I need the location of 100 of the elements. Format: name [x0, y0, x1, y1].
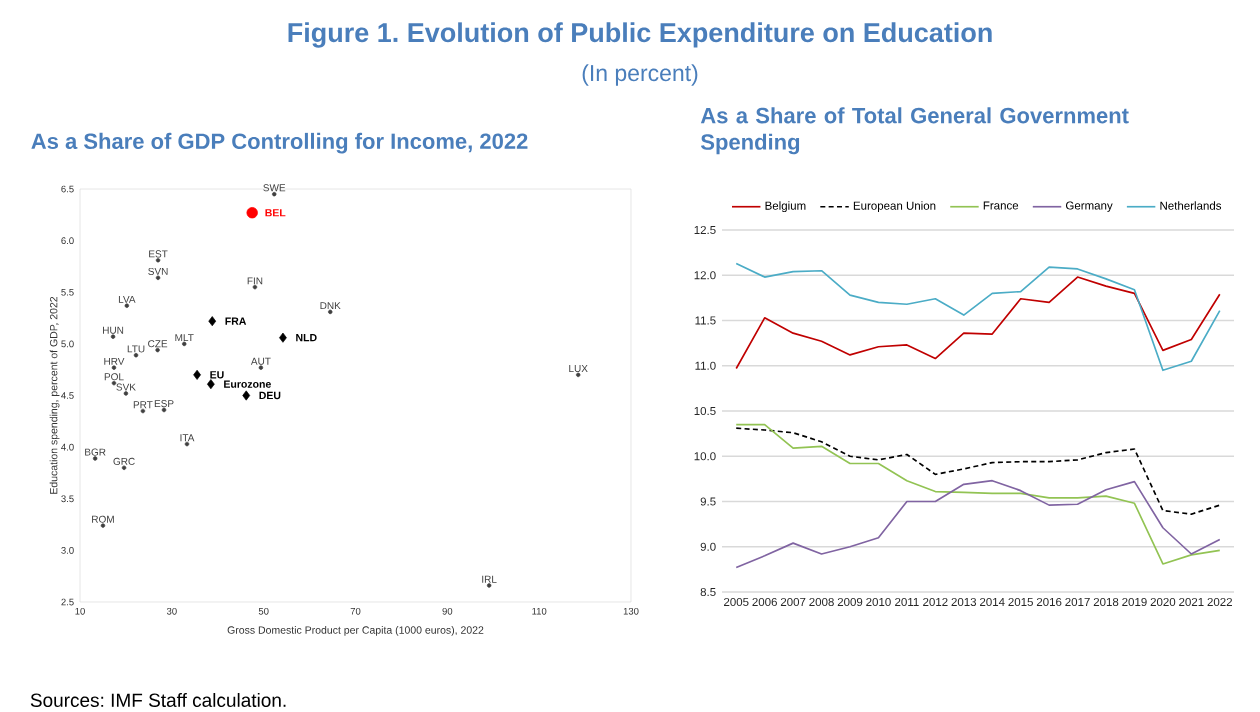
data-label: HRV: [104, 357, 125, 365]
y-tick-label: 3.0: [61, 547, 74, 554]
data-label: HUN: [103, 326, 124, 334]
x-tick-label: 10: [75, 607, 85, 615]
data-label: FIN: [247, 277, 263, 285]
text: Figure 1. Evolution of Public Expenditure on Education: [288, 22, 992, 48]
x-tick-label: 2005: [724, 597, 749, 607]
y-tick-label: 11.0: [695, 361, 716, 370]
y-tick-label: 11.5: [695, 316, 716, 325]
data-label: ITA: [180, 434, 195, 442]
data-label: MLT: [175, 334, 194, 342]
point: [111, 365, 117, 370]
y-tick-label: 9.0: [700, 542, 716, 551]
x-tick-label: 2007: [780, 597, 806, 607]
x-tick-label: 30: [166, 607, 177, 615]
data-label: CZE: [148, 340, 168, 348]
point: [124, 303, 130, 308]
x-tick-label: 110: [532, 607, 547, 615]
y-tick-label: 12.5: [694, 225, 716, 235]
series-label: FRA: [225, 317, 247, 325]
x-tick-label: 2016: [1036, 597, 1062, 607]
line-series: [735, 479, 1221, 569]
point: [328, 309, 333, 315]
x-tick-label: 70: [350, 607, 361, 615]
y-tick-label: 4.5: [61, 392, 74, 399]
y-tick-label: 10.0: [694, 452, 716, 461]
point: [121, 465, 127, 470]
data-label: GRC: [113, 457, 135, 465]
point: [242, 390, 251, 401]
point: [92, 456, 98, 461]
data-label: ROM: [92, 515, 114, 523]
x-tick-label: 2014: [980, 597, 1005, 607]
text: (In percent): [582, 64, 698, 86]
y-tick-label: 4.0: [61, 443, 74, 451]
source-note: Sources: IMF Staff calculation.: [30, 693, 286, 707]
y-tick-label: 3.5: [61, 495, 74, 503]
data-label: DNK: [320, 302, 341, 310]
x-tick-label: 2006: [752, 597, 777, 607]
x-tick-label: 2008: [809, 597, 834, 607]
y-tick-label: 5.5: [61, 288, 74, 296]
point: [155, 275, 161, 281]
data-label: POL: [104, 373, 124, 381]
x-tick-label: 2022: [1207, 597, 1232, 607]
y-tick-label: 8.5: [700, 587, 716, 597]
data-label: SWE: [263, 184, 286, 192]
data-label: SVK: [116, 383, 136, 391]
x-tick-label: 2013: [951, 597, 977, 607]
data-label: SVN: [148, 267, 168, 275]
data-label: LUX: [569, 365, 588, 373]
series-label: DEU: [259, 391, 281, 400]
line-series: [735, 423, 1221, 565]
legend-label: Germany: [1066, 201, 1113, 212]
line-series: [735, 427, 1221, 516]
x-axis-title: Gross Domestic Product per Capita (1000 euros), 2022: [227, 626, 484, 636]
x-tick-label: 2009: [837, 597, 863, 607]
x-tick-label: 2015: [1008, 597, 1033, 607]
point: [575, 372, 581, 378]
series-label: BEL: [265, 209, 286, 217]
point: [182, 341, 187, 347]
legend-label: France: [983, 201, 1019, 210]
series-label: NLD: [296, 334, 317, 342]
y-axis-title: Education spending, percent of GDP, 2022: [49, 296, 60, 494]
y-tick-label: 6.0: [61, 237, 74, 245]
point: [123, 391, 129, 396]
data-label: EST: [149, 250, 168, 258]
series-label: EU: [210, 371, 224, 379]
x-tick-label: 2020: [1150, 597, 1176, 607]
y-tick-label: 6.5: [61, 185, 74, 193]
series-label: Eurozone: [224, 380, 271, 388]
chart-title: As a Share of GDP Controlling for Income, 2022: [31, 132, 528, 154]
x-tick-label: 130: [623, 607, 639, 615]
data-label: PRT: [133, 401, 153, 409]
point: [207, 379, 215, 390]
legend-label: European Union: [853, 201, 936, 213]
x-tick-label: 50: [258, 607, 269, 615]
x-tick-label: 2017: [1065, 597, 1090, 607]
x-tick-label: 2018: [1093, 597, 1119, 607]
data-label: AUT: [250, 357, 271, 365]
x-tick-label: 2011: [895, 597, 919, 607]
point: [193, 369, 201, 380]
x-tick-label: 2019: [1122, 597, 1147, 607]
point: [279, 332, 287, 343]
data-label: LTU: [127, 345, 145, 353]
data-label: ESP: [154, 400, 174, 408]
x-tick-label: 2010: [866, 597, 891, 607]
y-tick-label: 10.5: [694, 406, 716, 416]
point: [133, 353, 139, 358]
data-label: BGR: [85, 448, 106, 456]
x-tick-label: 2012: [923, 597, 948, 607]
y-tick-label: 9.5: [700, 497, 716, 506]
legend-label: Netherlands: [1160, 201, 1222, 210]
point: [258, 365, 264, 370]
point: [110, 334, 116, 339]
y-tick-label: 12.0: [694, 271, 716, 280]
legend-label: Belgium: [765, 201, 806, 213]
data-label: LVA: [118, 295, 136, 303]
chart-title: As a Share of Total General Government Spending: [700, 107, 1129, 155]
y-tick-label: 5.0: [61, 340, 74, 348]
y-tick-label: 2.5: [61, 598, 74, 606]
point: [208, 316, 217, 327]
